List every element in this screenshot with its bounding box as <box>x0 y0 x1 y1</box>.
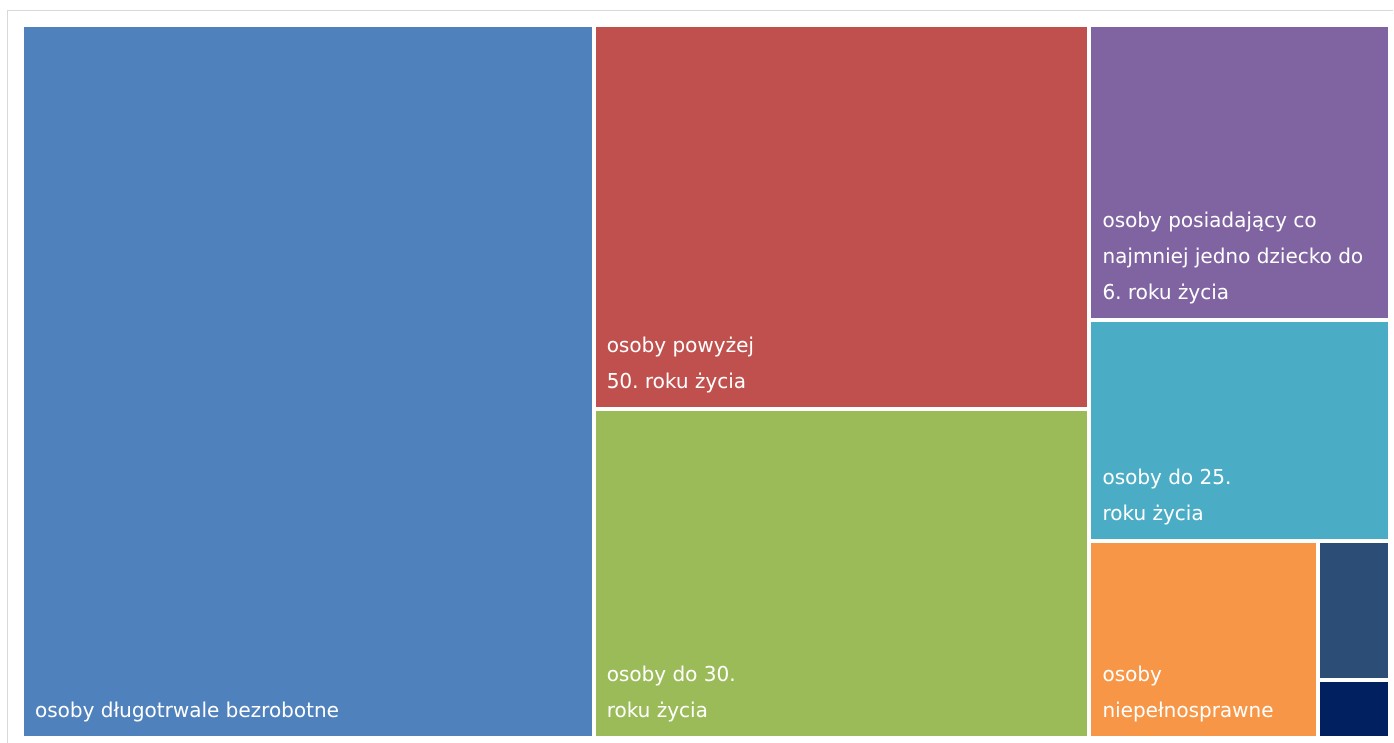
treemap-tile <box>1320 542 1388 679</box>
treemap-tile-label: osoby długotrwale bezrobotne <box>35 698 339 722</box>
treemap-tile-label: osoby posiadający co najmniej jedno dzie… <box>1102 207 1364 304</box>
treemap-tile-label: osoby do 30. roku życia <box>606 661 736 722</box>
treemap-tile: osoby niepełnosprawne <box>1091 542 1317 736</box>
treemap-tile <box>1320 682 1388 736</box>
treemap-tile: osoby powyżej 50. roku życia <box>595 27 1088 407</box>
treemap-tile-label: osoby do 25. roku życia <box>1102 464 1232 525</box>
chart-frame <box>7 10 1393 743</box>
treemap-tile-label: osoby niepełnosprawne <box>1102 661 1274 722</box>
treemap-tile: osoby do 25. roku życia <box>1091 321 1388 539</box>
treemap-tile: osoby posiadający co najmniej jedno dzie… <box>1091 27 1388 318</box>
treemap-tile: osoby do 30. roku życia <box>595 410 1088 736</box>
treemap-tile-label: osoby powyżej 50. roku życia <box>606 332 754 393</box>
treemap-tile: osoby długotrwale bezrobotne <box>24 27 592 736</box>
